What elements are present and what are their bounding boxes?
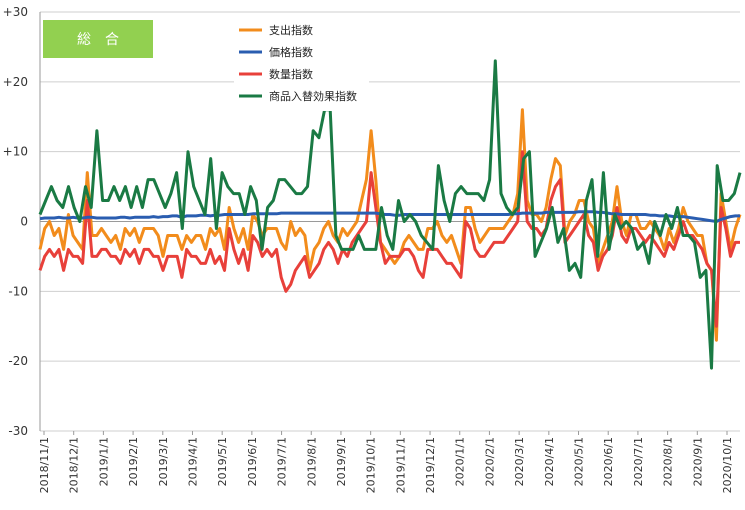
y-tick-label: -10 bbox=[8, 284, 28, 298]
series-line-blue bbox=[39, 210, 740, 223]
x-tick-label: 2019/8/1 bbox=[305, 437, 318, 486]
y-tick-label: +10 bbox=[3, 145, 28, 159]
x-tick-label: 2018/11/1 bbox=[38, 437, 51, 493]
x-tick-label: 2020/1/1 bbox=[454, 437, 467, 486]
grid bbox=[39, 11, 740, 432]
x-tick-label: 2018/12/1 bbox=[68, 437, 81, 493]
x-tick-label: 2019/1/1 bbox=[97, 437, 110, 486]
x-tick-label: 2020/4/1 bbox=[543, 437, 556, 486]
y-tick-label: 0 bbox=[20, 215, 28, 229]
x-tick-label: 2019/10/1 bbox=[365, 437, 378, 493]
series-lines bbox=[38, 59, 742, 370]
legend-label-red: 数量指数 bbox=[269, 67, 313, 81]
y-tick-label: -20 bbox=[8, 354, 28, 368]
x-tick-label: 2020/7/1 bbox=[632, 437, 645, 486]
x-tick-label: 2020/5/1 bbox=[573, 437, 586, 486]
x-tick-label: 2019/9/1 bbox=[335, 437, 348, 486]
chart-title: 総 合 bbox=[77, 32, 119, 48]
x-tick-label: 2019/5/1 bbox=[216, 437, 229, 486]
legend-label-orange: 支出指数 bbox=[269, 23, 313, 37]
x-tick-label: 2019/2/1 bbox=[127, 437, 140, 486]
y-tick-label: +20 bbox=[3, 75, 28, 89]
series-line-orange bbox=[38, 108, 742, 342]
x-tick-label: 2019/12/1 bbox=[424, 437, 437, 493]
x-axis-ticks: 2018/11/1 2018/12/1 2019/1/1 2019/2/1 2019/3… bbox=[38, 431, 734, 493]
x-tick-label: 2020/2/1 bbox=[483, 437, 496, 486]
x-tick-label: 2019/4/1 bbox=[186, 437, 199, 486]
x-tick-label: 2019/3/1 bbox=[157, 437, 170, 486]
series-line-red bbox=[38, 150, 740, 328]
y-tick-label: +30 bbox=[3, 5, 28, 19]
x-tick-label: 2020/10/1 bbox=[721, 437, 734, 493]
x-tick-label: 2019/11/1 bbox=[394, 437, 407, 493]
legend-label-green: 商品入替効果指数 bbox=[269, 89, 357, 103]
x-tick-label: 2020/8/1 bbox=[662, 437, 675, 486]
y-axis-ticks: +30 +20 +10 0 -10 -20 -30 bbox=[3, 5, 28, 438]
legend-label-blue: 価格指数 bbox=[269, 45, 313, 59]
x-tick-label: 2019/6/1 bbox=[246, 437, 259, 486]
x-tick-label: 2020/3/1 bbox=[513, 437, 526, 486]
series-line-green bbox=[38, 59, 742, 370]
x-tick-label: 2019/7/1 bbox=[276, 437, 289, 486]
title-badge: 総 合 bbox=[43, 20, 153, 58]
y-tick-label: -30 bbox=[8, 424, 28, 438]
x-tick-label: 2020/9/1 bbox=[691, 437, 704, 486]
x-tick-label: 2020/6/1 bbox=[602, 437, 615, 486]
title-badge-box bbox=[43, 20, 153, 58]
